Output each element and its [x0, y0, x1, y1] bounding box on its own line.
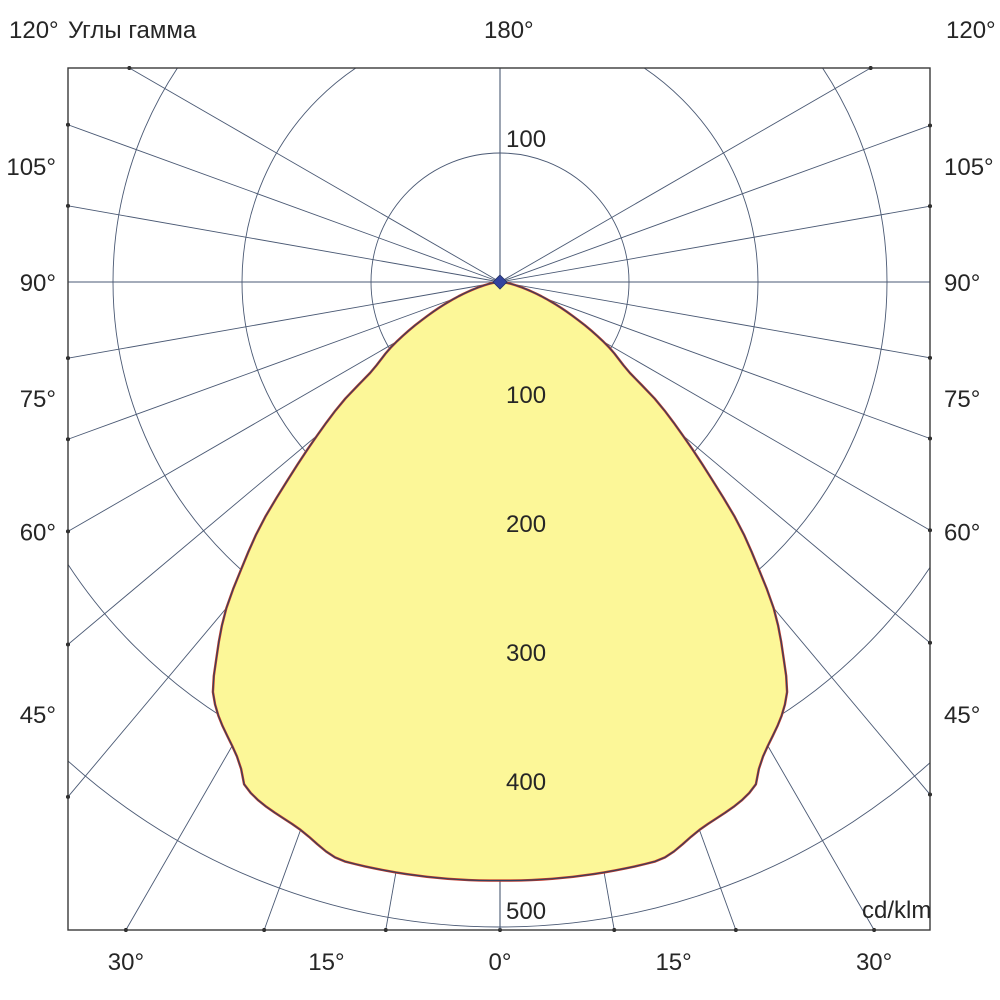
svg-text:500: 500: [506, 898, 546, 925]
svg-text:75°: 75°: [944, 386, 980, 413]
svg-text:90°: 90°: [944, 270, 980, 297]
svg-text:100: 100: [506, 126, 546, 153]
svg-text:15°: 15°: [655, 949, 691, 976]
svg-text:30°: 30°: [856, 949, 892, 976]
svg-text:cd/klm: cd/klm: [862, 897, 931, 924]
svg-text:300: 300: [506, 640, 546, 667]
svg-text:30°: 30°: [108, 949, 144, 976]
svg-text:60°: 60°: [944, 519, 980, 546]
svg-text:105°: 105°: [944, 154, 994, 181]
svg-text:100: 100: [506, 382, 546, 409]
svg-text:15°: 15°: [308, 949, 344, 976]
svg-text:Углы гамма: Углы гамма: [68, 17, 197, 44]
svg-text:45°: 45°: [20, 702, 56, 729]
svg-text:120°: 120°: [9, 17, 59, 44]
svg-text:60°: 60°: [20, 519, 56, 546]
svg-text:105°: 105°: [6, 154, 56, 181]
svg-text:400: 400: [506, 769, 546, 796]
svg-text:90°: 90°: [20, 270, 56, 297]
svg-text:200: 200: [506, 511, 546, 538]
svg-text:120°: 120°: [946, 17, 996, 44]
svg-text:0°: 0°: [489, 949, 512, 976]
svg-text:45°: 45°: [944, 702, 980, 729]
svg-text:180°: 180°: [484, 17, 534, 44]
svg-text:75°: 75°: [20, 386, 56, 413]
